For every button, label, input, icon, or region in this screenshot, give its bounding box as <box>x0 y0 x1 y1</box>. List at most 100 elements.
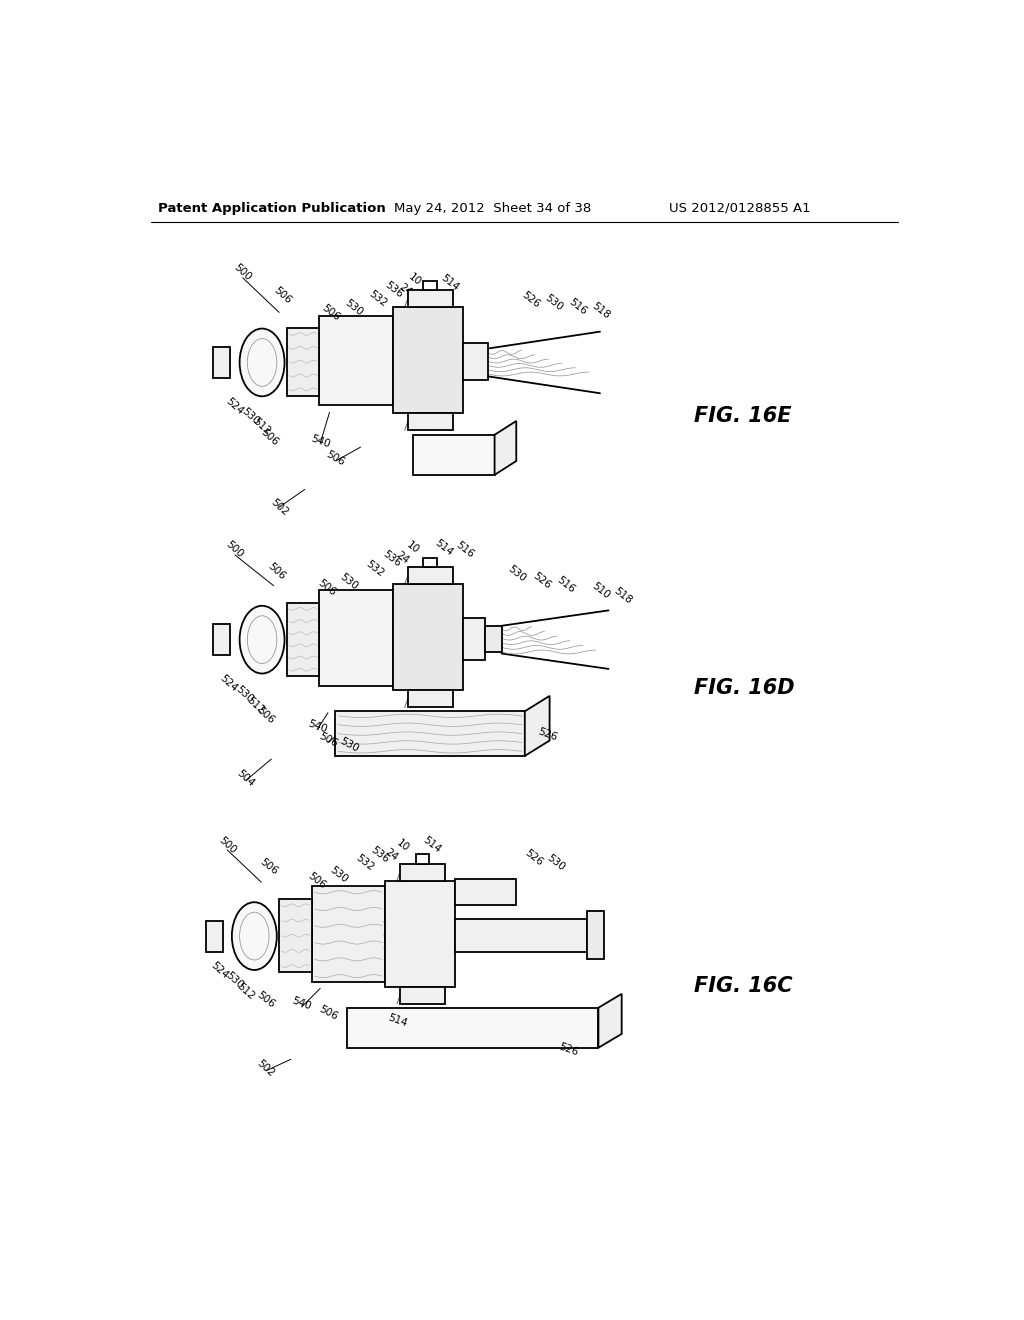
Point <box>415 595 431 616</box>
Point <box>412 635 428 656</box>
Point <box>445 597 462 618</box>
Point <box>393 389 410 411</box>
Point <box>424 339 440 360</box>
Point <box>421 652 437 673</box>
Point <box>415 338 431 359</box>
Point <box>390 668 407 689</box>
Point <box>412 397 428 418</box>
Point <box>401 337 418 358</box>
Point <box>424 594 440 615</box>
Point <box>445 644 462 665</box>
Point <box>452 391 468 412</box>
Point <box>426 381 442 403</box>
Point <box>401 640 418 661</box>
Point <box>422 602 438 623</box>
Point <box>438 653 455 675</box>
Point <box>442 634 459 655</box>
Point <box>449 392 465 413</box>
Point <box>444 623 461 644</box>
Point <box>452 355 468 376</box>
Point <box>409 598 425 619</box>
Point <box>408 354 424 375</box>
Point <box>394 372 411 393</box>
Point <box>453 651 469 672</box>
Point <box>394 337 411 358</box>
Point <box>439 370 456 391</box>
Point <box>397 298 414 319</box>
Point <box>408 607 424 628</box>
Point <box>395 383 412 404</box>
Point <box>444 611 461 632</box>
Point <box>435 602 452 623</box>
Point <box>435 660 452 681</box>
Point <box>447 334 464 355</box>
Text: 532: 532 <box>368 289 389 309</box>
Point <box>409 359 425 380</box>
Point <box>435 312 452 333</box>
Point <box>419 587 435 609</box>
Point <box>388 587 404 609</box>
Point <box>437 623 454 644</box>
Point <box>386 387 402 408</box>
Point <box>404 304 421 325</box>
Point <box>426 334 442 355</box>
Point <box>412 672 428 693</box>
Point <box>412 388 428 409</box>
Point <box>433 358 450 379</box>
Point <box>454 375 470 396</box>
Point <box>425 393 441 414</box>
Point <box>394 326 411 347</box>
Point <box>386 368 402 389</box>
Point <box>434 339 451 360</box>
Point <box>386 578 402 599</box>
Point <box>431 338 447 359</box>
Point <box>450 326 466 347</box>
Point <box>445 395 462 416</box>
Point <box>433 595 450 616</box>
Point <box>451 314 467 335</box>
Point <box>452 331 468 352</box>
Point <box>416 366 432 387</box>
Point <box>404 611 421 632</box>
Point <box>395 370 412 391</box>
Point <box>397 651 414 672</box>
Point <box>399 663 416 684</box>
Point <box>443 362 460 383</box>
Point <box>425 591 441 612</box>
Point <box>451 631 467 652</box>
Point <box>435 325 452 346</box>
Point <box>454 359 470 380</box>
Point <box>428 343 444 364</box>
Point <box>413 576 429 597</box>
Point <box>409 339 425 360</box>
Point <box>401 368 418 389</box>
Point <box>434 400 451 421</box>
Point <box>445 342 462 363</box>
Point <box>444 635 461 656</box>
Point <box>400 388 417 409</box>
Text: 510: 510 <box>590 581 611 601</box>
Text: 530: 530 <box>338 737 360 754</box>
Point <box>406 611 422 632</box>
Point <box>406 619 422 640</box>
Point <box>443 678 460 700</box>
Point <box>388 671 404 692</box>
Point <box>449 590 465 611</box>
Point <box>443 346 460 367</box>
Point <box>426 358 442 379</box>
Point <box>430 634 446 655</box>
Point <box>450 355 466 376</box>
Point <box>406 397 422 418</box>
Point <box>402 318 419 339</box>
Point <box>425 627 441 648</box>
Point <box>429 384 445 405</box>
Point <box>443 304 460 325</box>
Point <box>433 317 450 338</box>
Point <box>441 309 458 330</box>
Point <box>391 647 408 668</box>
Point <box>429 302 445 323</box>
Point <box>437 367 454 388</box>
Point <box>441 609 458 630</box>
Point <box>428 636 444 657</box>
Point <box>427 607 443 628</box>
